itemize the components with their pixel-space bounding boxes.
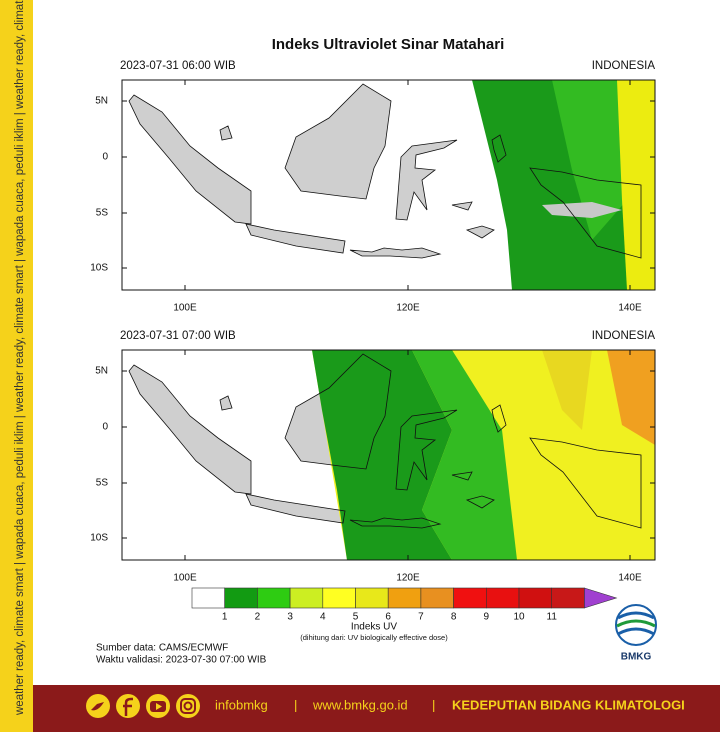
colorbar-swatch bbox=[322, 587, 356, 609]
lat-label: 5N bbox=[95, 96, 108, 107]
map-frame bbox=[121, 79, 656, 291]
lat-label: 10S bbox=[90, 533, 108, 544]
lat-label: 0 bbox=[102, 152, 108, 163]
colorbar-swatch bbox=[453, 587, 487, 609]
colorbar-label: 3 bbox=[287, 612, 293, 623]
lon-label: 120E bbox=[396, 573, 420, 584]
colorbar-swatch bbox=[191, 587, 226, 609]
colorbar-label: 11 bbox=[547, 612, 558, 623]
lat-label: 5S bbox=[96, 208, 109, 219]
colorbar-swatch bbox=[387, 587, 422, 609]
lat-label: 5N bbox=[95, 366, 108, 377]
colorbar-note: (dihitung dari: UV biologically effectiv… bbox=[300, 633, 448, 642]
colorbar-swatch bbox=[355, 587, 389, 609]
colorbar: 1 2 3 4 5 6 7 8 9 10 11 bbox=[191, 587, 618, 623]
footer-separator: | bbox=[294, 697, 297, 712]
panel-time: 2023-07-31 07:00 WIB bbox=[120, 330, 236, 342]
lat-label: 5S bbox=[96, 478, 109, 489]
colorbar-swatch bbox=[224, 587, 258, 609]
colorbar-swatch bbox=[485, 587, 520, 609]
colorbar-swatch bbox=[257, 587, 291, 609]
social-icons bbox=[86, 694, 200, 718]
validity: Waktu validasi: 2023-07-30 07:00 WIB bbox=[96, 655, 267, 666]
title: Indeks Ultraviolet Sinar Matahari bbox=[272, 36, 505, 53]
colorbar-swatch bbox=[518, 587, 553, 609]
colorbar-title: Indeks UV bbox=[351, 622, 397, 633]
colorbar-label: 7 bbox=[418, 612, 424, 623]
panel-time: 2023-07-31 06:00 WIB bbox=[120, 60, 236, 72]
map-frame bbox=[121, 349, 656, 561]
footer-department: KEDEPUTIAN BIDANG KLIMATOLOGI bbox=[452, 697, 685, 712]
panel-region: INDONESIA bbox=[592, 330, 656, 342]
colorbar-label: 6 bbox=[385, 612, 391, 623]
lon-label: 100E bbox=[173, 573, 197, 584]
lon-label: 100E bbox=[173, 303, 197, 314]
colorbar-arrow bbox=[584, 587, 618, 609]
footer-separator: | bbox=[432, 697, 435, 712]
logo-text: BMKG bbox=[621, 652, 652, 663]
colorbar-label: 8 bbox=[451, 612, 457, 623]
colorbar-label: 1 bbox=[222, 612, 228, 623]
footer-website: www.bmkg.go.id bbox=[312, 697, 408, 712]
colorbar-label: 5 bbox=[353, 612, 359, 623]
map-panels: 2023-07-31 06:00 WIB INDONESIA 5N 0 5S 10S 100… bbox=[90, 60, 656, 584]
colorbar-label: 4 bbox=[320, 612, 326, 623]
bmkg-logo bbox=[615, 604, 657, 646]
source: Sumber data: CAMS/ECMWF bbox=[96, 643, 228, 654]
lon-label: 140E bbox=[618, 573, 642, 584]
panel-region: INDONESIA bbox=[592, 60, 656, 72]
side-strip-text: weather ready, climate smart | wapada cu… bbox=[14, 0, 26, 716]
map bbox=[122, 80, 655, 290]
lat-label: 10S bbox=[90, 263, 108, 274]
colorbar-swatch bbox=[289, 587, 324, 609]
colorbar-label: 10 bbox=[513, 612, 525, 623]
colorbar-swatch bbox=[551, 587, 585, 609]
lon-label: 120E bbox=[396, 303, 420, 314]
footer-handle: infobmkg bbox=[215, 697, 268, 712]
colorbar-label: 2 bbox=[255, 612, 261, 623]
map bbox=[122, 350, 655, 560]
lon-label: 140E bbox=[618, 303, 642, 314]
lat-label: 0 bbox=[102, 422, 108, 433]
colorbar-swatch bbox=[420, 587, 454, 609]
colorbar-label: 9 bbox=[484, 612, 490, 623]
side-strip bbox=[0, 0, 33, 732]
